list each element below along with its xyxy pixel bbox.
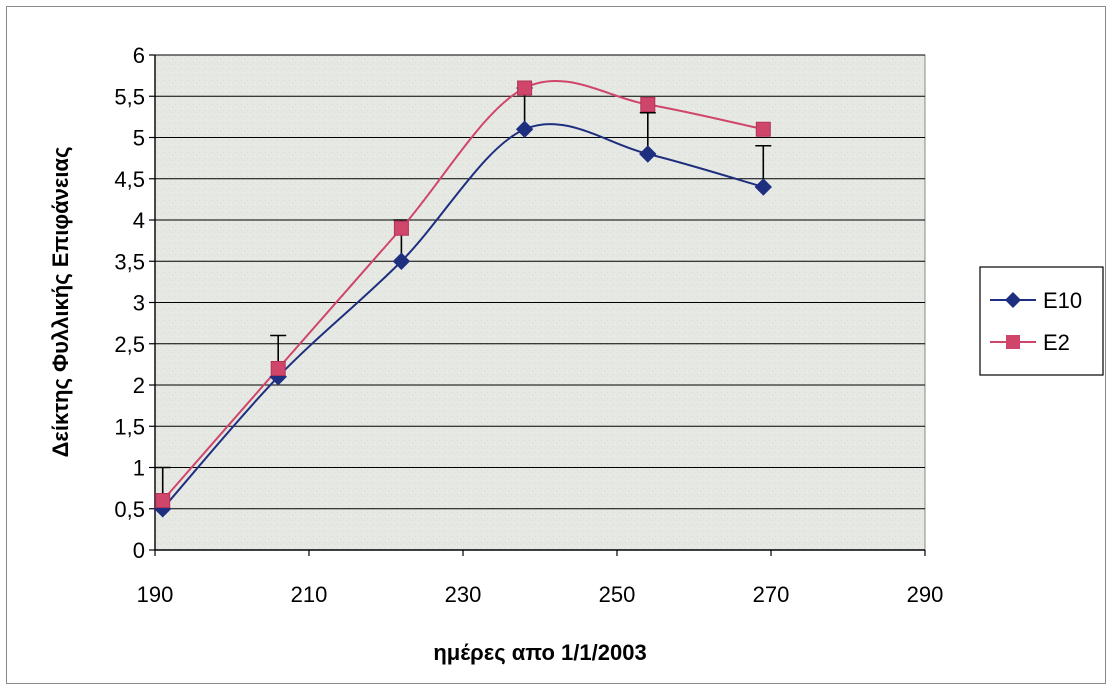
x-tick-label: 290 xyxy=(907,582,944,607)
marker-e2 xyxy=(640,97,656,112)
legend-marker-e10 xyxy=(1005,292,1021,308)
marker-e10 xyxy=(515,120,534,138)
x-tick-label: 190 xyxy=(137,582,174,607)
x-tick-label: 250 xyxy=(599,582,636,607)
grid-lines xyxy=(155,54,925,510)
series-markers xyxy=(153,80,773,518)
marker-e2 xyxy=(393,220,409,236)
marker-e10 xyxy=(754,178,773,196)
y-tick-label: 5 xyxy=(133,126,145,151)
legend: E10 E2 xyxy=(979,266,1104,376)
y-tick-labels: 0 0,5 1 1,5 2 2,5 3 3,5 4 4,5 5 5,5 6 xyxy=(114,43,145,563)
x-tick-labels: 190 210 230 250 270 290 xyxy=(137,582,944,607)
x-tick-label: 230 xyxy=(445,582,482,607)
y-tick-label: 1,5 xyxy=(114,414,145,439)
marker-e10 xyxy=(639,145,657,163)
y-tick-label: 5,5 xyxy=(114,84,145,109)
legend-label-e2: E2 xyxy=(1043,330,1070,355)
y-tick-label: 0,5 xyxy=(114,497,145,522)
marker-e2 xyxy=(517,80,533,96)
legend-marker-e2 xyxy=(1006,335,1020,349)
marker-e10 xyxy=(392,252,411,270)
y-tick-label: 0 xyxy=(133,538,145,563)
y-tick-label: 4 xyxy=(133,208,145,233)
y-tick-label: 2 xyxy=(133,373,145,398)
y-tick-label: 3 xyxy=(133,291,145,316)
x-tick-label: 270 xyxy=(753,582,790,607)
y-tick-label: 4,5 xyxy=(114,167,145,192)
marker-e2 xyxy=(270,361,286,376)
y-tick-label: 6 xyxy=(133,43,145,68)
marker-e2 xyxy=(155,493,171,508)
x-tick-label: 210 xyxy=(291,582,328,607)
marker-e2 xyxy=(755,121,771,137)
y-tick-label: 2,5 xyxy=(114,332,145,357)
y-tick-label: 1 xyxy=(133,456,145,481)
legend-label-e10: E10 xyxy=(1043,288,1082,313)
y-axis-title: Δείκτης Φυλλικής Επιφάνειας xyxy=(48,147,73,458)
x-axis-title: ημέρες απο 1/1/2003 xyxy=(433,640,646,665)
y-tick-label: 3,5 xyxy=(114,249,145,274)
